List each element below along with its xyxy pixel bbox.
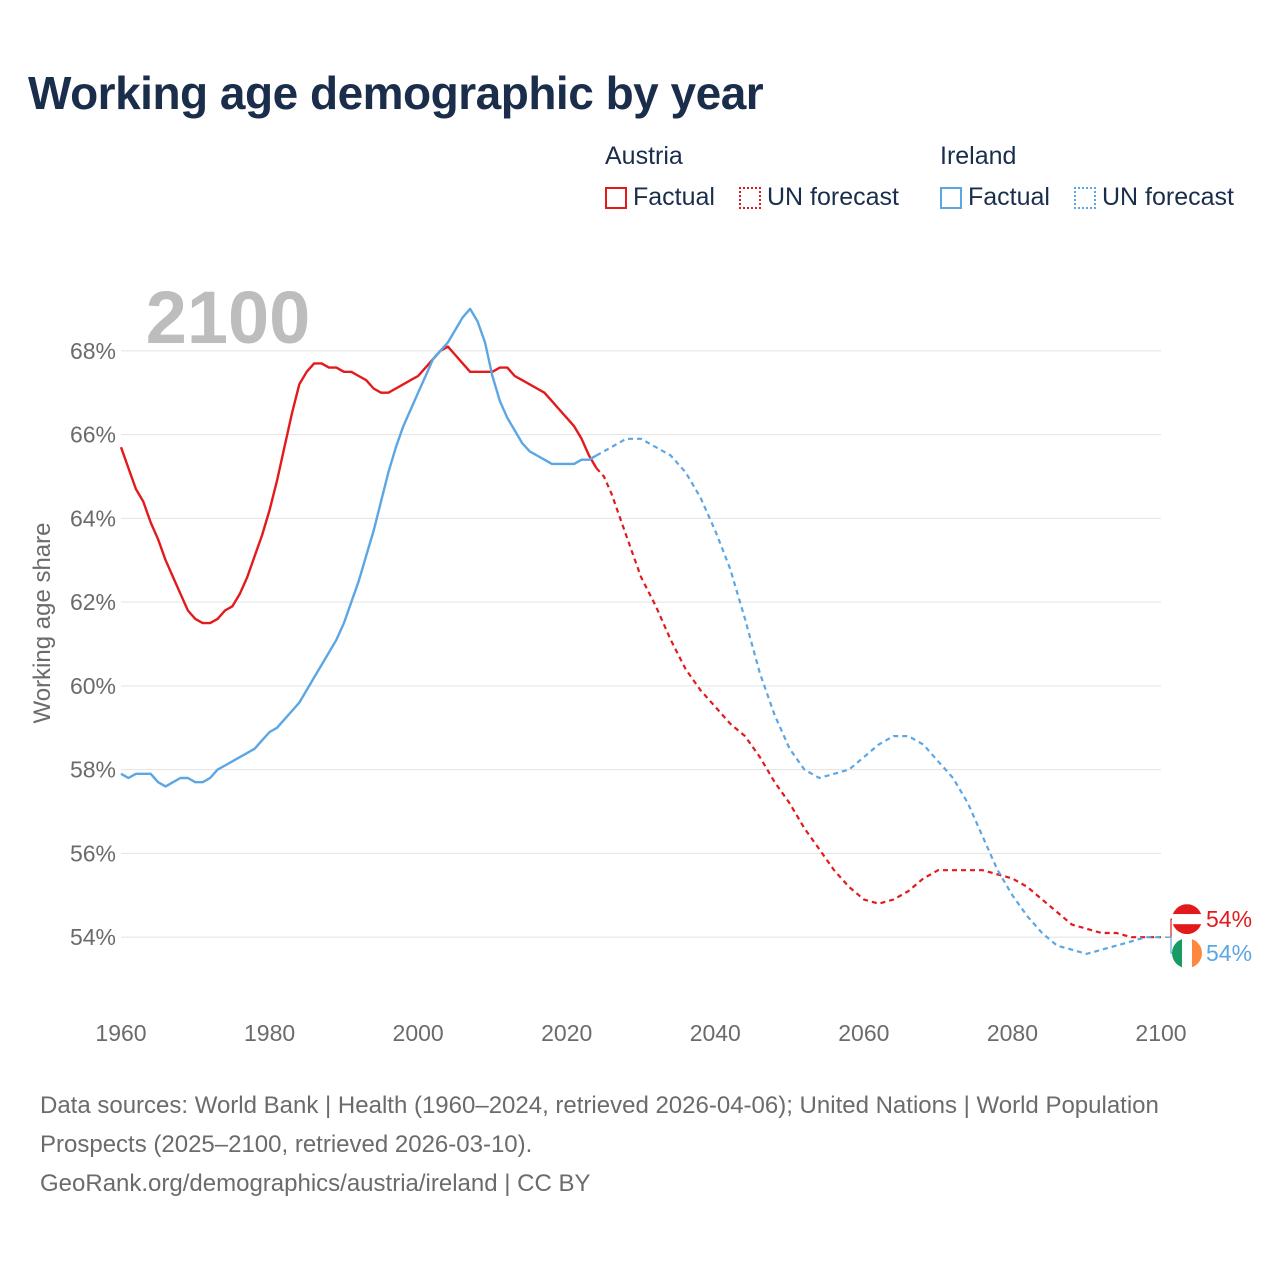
legend-ireland-title: Ireland (940, 142, 1017, 170)
y-axis-label: Working age share (29, 523, 56, 724)
y-tick-label: 54% (70, 924, 116, 950)
page-title: Working age demographic by year (28, 67, 764, 119)
austria-forecast-line (595, 467, 1161, 939)
y-tick-label: 58% (70, 757, 116, 783)
year-watermark: 2100 (146, 276, 311, 359)
y-tick-label: 62% (70, 589, 116, 615)
data-sources: Data sources: World Bank | Health (1960–… (40, 1092, 1159, 1158)
legend-ireland-forecast-swatch (1073, 186, 1096, 209)
x-tick-label: 1980 (244, 1020, 295, 1046)
y-tick-label: 64% (70, 505, 116, 531)
series-lines (119, 307, 1161, 956)
y-tick-label: 66% (70, 422, 116, 448)
ireland-end-value: 54% (1206, 940, 1252, 966)
legend-ireland-factual-label: Factual (968, 183, 1050, 211)
line-chart: 54% 56% 58% 60% 62% 64% 66% 68% 1960 1980 2000 202… (29, 276, 1252, 1046)
legend-austria-title: Austria (605, 142, 683, 170)
legend-austria-factual-label: Factual (633, 183, 715, 211)
x-tick-label: 2100 (1135, 1020, 1186, 1046)
legend-austria-forecast[interactable]: UN forecast (738, 183, 899, 212)
ireland-factual-line (120, 307, 597, 788)
austria-end-value: 54% (1206, 906, 1252, 932)
attribution-link[interactable]: GeoRank.org/demographics/austria/ireland… (40, 1170, 591, 1197)
legend-ireland-factual-swatch (940, 186, 962, 209)
legend-austria-factual-swatch (605, 186, 627, 209)
ireland-flag-icon (1172, 938, 1202, 969)
legend-ireland-forecast-label: UN forecast (1101, 183, 1234, 211)
x-tick-label: 2080 (987, 1020, 1038, 1046)
legend-ireland: Ireland Factual UN forecast (940, 142, 1248, 212)
legend-ireland-factual[interactable]: Factual (940, 183, 1050, 212)
austria-flag-icon (1172, 904, 1202, 935)
legend-ireland-forecast[interactable]: UN forecast (1073, 183, 1234, 212)
y-tick-label: 56% (70, 840, 116, 866)
austria-factual-line (119, 345, 598, 625)
y-tick-label: 60% (70, 673, 116, 699)
x-tick-label: 2040 (690, 1020, 741, 1046)
x-tick-label: 2020 (541, 1020, 592, 1046)
x-tick-label: 2060 (838, 1020, 889, 1046)
legend-austria-forecast-label: UN forecast (766, 183, 899, 211)
x-tick-label: 1960 (95, 1020, 146, 1046)
grid-lines (121, 350, 1161, 938)
y-axis-ticks: 54% 56% 58% 60% 62% 64% 66% 68% (70, 338, 116, 950)
footer: Data sources: World Bank | Health (1960–… (40, 1086, 1240, 1203)
x-axis-ticks: 1960 1980 2000 2020 2040 2060 2080 2100 (95, 1020, 1186, 1046)
legend-austria-factual[interactable]: Factual (605, 183, 715, 212)
legend-austria-forecast-swatch (738, 186, 761, 209)
x-tick-label: 2000 (393, 1020, 444, 1046)
legend-austria: Austria Factual UN forecast (605, 142, 913, 212)
ireland-forecast-line (595, 437, 1161, 956)
y-tick-label: 68% (70, 338, 116, 364)
end-labels: 54%54% (1165, 904, 1252, 969)
